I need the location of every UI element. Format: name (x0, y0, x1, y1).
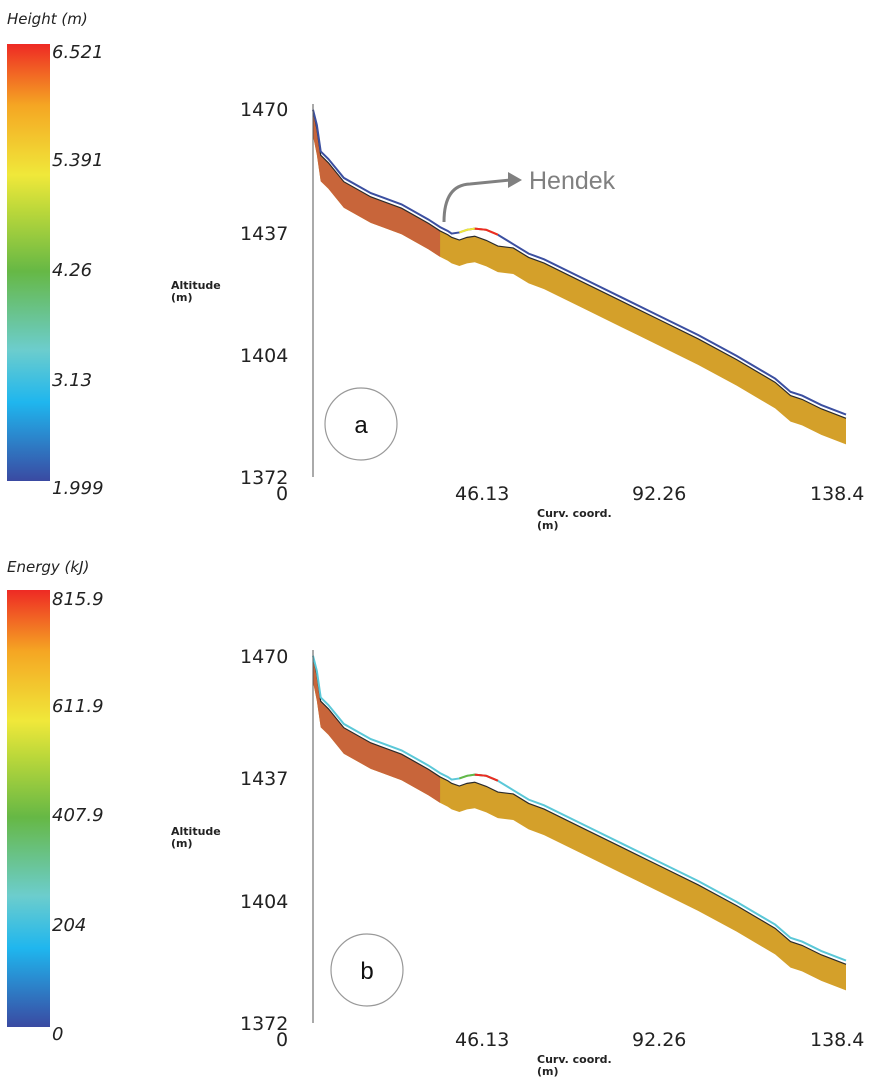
y-tick-b-1: 1437 (240, 768, 288, 790)
legend-a-tick-1: 5.391 (52, 150, 104, 171)
legend-b-tick-3: 204 (52, 915, 86, 936)
legend-b-tick-1: 611.9 (52, 696, 104, 717)
y-tick-a-2: 1404 (240, 345, 288, 367)
legend-a-tick-3: 3.13 (52, 370, 92, 391)
x-tick-b-0: 0 (276, 1029, 288, 1051)
x-tick-a-3: 138.4 (810, 483, 864, 505)
annotation-arrow-line (442, 178, 511, 223)
ground-surface-line-b (312, 655, 847, 965)
legend-a-tick-0: 6.521 (52, 42, 104, 63)
trajectory-line-b (312, 655, 847, 962)
x-axis-label-a: Curv. coord. (537, 507, 612, 520)
x-tick-b-3: 138.4 (810, 1029, 864, 1051)
x-tick-b-2: 92.26 (632, 1029, 686, 1051)
legend-b-title: Energy (kJ) (7, 558, 89, 576)
y-tick-a-1: 1437 (240, 223, 288, 245)
panel-b: Energy (kJ) 815.9 611.9 407.9 204 0 Alti… (7, 558, 864, 1078)
x-axis-unit-a: (m) (537, 519, 559, 532)
y-tick-a-3: 1372 (240, 467, 288, 489)
trajectory-peak-segment-b (474, 773, 499, 782)
slope-upper-section-a (313, 109, 441, 257)
x-axis-unit-b: (m) (537, 1065, 559, 1078)
legend-a-tick-4: 1.999 (52, 478, 104, 499)
plot-area-a (312, 109, 847, 445)
x-tick-a-0: 0 (276, 483, 288, 505)
y-axis-label-a: Altitude (171, 279, 221, 292)
y-axis-unit-b: (m) (171, 837, 193, 850)
y-axis-label-b: Altitude (171, 825, 221, 838)
panel-a-circle (324, 387, 398, 461)
trajectory-line-a (312, 109, 847, 416)
annotation-arrowhead (508, 172, 522, 188)
y-tick-b-0: 1470 (240, 646, 288, 668)
legend-b-tick-2: 407.9 (52, 805, 104, 826)
y-tick-b-2: 1404 (240, 891, 288, 913)
x-axis-label-b: Curv. coord. (537, 1053, 612, 1066)
annotation-hendek: Hendek (529, 167, 616, 195)
trajectory-peak-segment-a (474, 227, 499, 236)
slope-upper-section-b (313, 655, 441, 803)
y-axis-unit-a: (m) (171, 291, 193, 304)
panel-a: Height (m) 6.521 5.391 4.26 3.13 1.999 A… (7, 10, 864, 532)
plot-area-b (312, 655, 847, 991)
y-tick-b-3: 1372 (240, 1013, 288, 1035)
legend-b-tick-0: 815.9 (52, 589, 104, 610)
x-tick-a-2: 92.26 (632, 483, 686, 505)
legend-b-tick-4: 0 (52, 1024, 63, 1045)
legend-b-colorbar (7, 590, 50, 1027)
panel-b-label: b (360, 958, 373, 985)
ground-surface-line-a (312, 109, 847, 419)
legend-a-tick-2: 4.26 (52, 260, 92, 281)
legend-a-title: Height (m) (7, 10, 88, 28)
x-tick-b-1: 46.13 (455, 1029, 509, 1051)
legend-a-colorbar (7, 44, 50, 481)
panel-b-circle (330, 933, 404, 1007)
panel-a-label: a (354, 412, 368, 439)
y-tick-a-0: 1470 (240, 99, 288, 121)
slope-band-a (313, 109, 846, 445)
x-tick-a-1: 46.13 (455, 483, 509, 505)
slope-band-b (313, 655, 846, 991)
